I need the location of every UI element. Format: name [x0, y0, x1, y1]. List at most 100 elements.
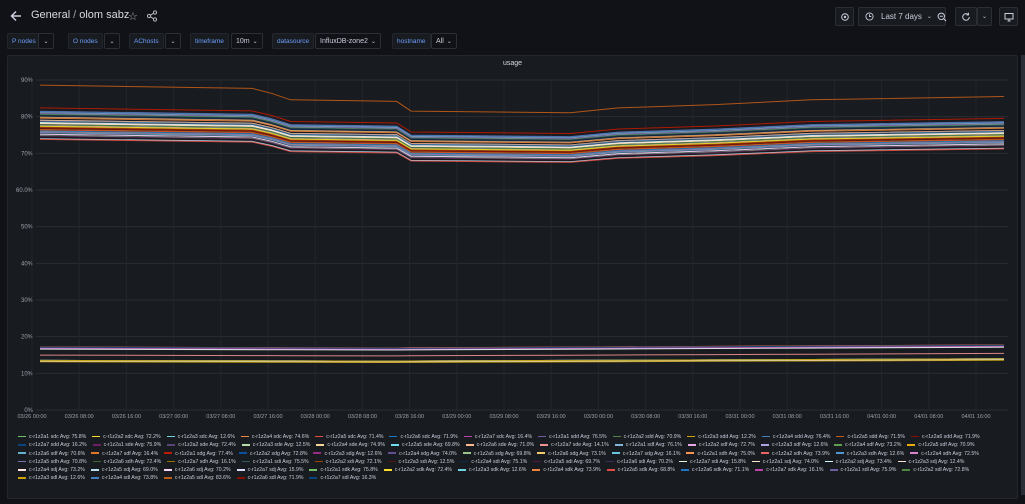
- legend-item[interactable]: c-r1z2a4 sdd Avg: 76.4%: [761, 433, 830, 441]
- legend-item[interactable]: c-r1z2a6 sdg Avg: 73.1%: [537, 450, 606, 458]
- legend-item[interactable]: c-r1z2a1 sde Avg: 75.9%: [92, 441, 161, 449]
- refresh-button[interactable]: [955, 7, 977, 26]
- page-scrollbar[interactable]: [1021, 55, 1025, 495]
- legend-item[interactable]: c-r1z2a5 sdj Avg: 69.0%: [90, 466, 158, 474]
- legend-item[interactable]: c-r1z2a7 sdf Avg: 16.4%: [91, 450, 158, 458]
- legend-item[interactable]: c-r1z2a5 sdd Avg: 71.5%: [836, 433, 905, 441]
- time-range-picker[interactable]: Last 7 days ⌄: [858, 7, 946, 26]
- variable-select-timeframe[interactable]: 10m ⌄: [231, 33, 263, 49]
- legend-item[interactable]: c-r1z2a4 sdh Avg: 72.5%: [910, 450, 979, 458]
- legend-item[interactable]: c-r1z2a3 sdf Avg: 12.6%: [761, 441, 828, 449]
- panel-title[interactable]: usage: [502, 60, 523, 67]
- legend-item[interactable]: c-r1z2a5 sdh Avg: 70.8%: [18, 458, 87, 466]
- legend-item[interactable]: c-r1z2a1 sdl Avg: 75.9%: [829, 466, 896, 474]
- legend-item[interactable]: c-r1z2a6 sdj Avg: 70.2%: [163, 466, 231, 474]
- legend-item[interactable]: c-r1z2a7 sdk Avg: 16.1%: [755, 466, 824, 474]
- breadcrumb-folder[interactable]: General: [31, 9, 71, 21]
- refresh-interval-dropdown[interactable]: ⌄: [977, 7, 992, 26]
- legend-item[interactable]: c-r1z2a6 sde Avg: 71.0%: [465, 441, 534, 449]
- legend-item[interactable]: c-r1z2a3 sdj Avg: 12.4%: [897, 458, 964, 466]
- legend-item[interactable]: c-r1z2a4 sdc Avg: 74.6%: [240, 433, 309, 441]
- legend-item[interactable]: c-r1z2a7 sdl Avg: 16.3%: [309, 474, 376, 482]
- legend-series-name: c-r1z2a5 sdh: [29, 458, 61, 465]
- legend-item[interactable]: c-r1z2a1 sdh Avg: 75.0%: [686, 450, 755, 458]
- legend-item[interactable]: c-r1z2a1 sdc Avg: 75.8%: [18, 433, 86, 441]
- legend-item[interactable]: c-r1z2a7 sdg Avg: 16.1%: [611, 450, 680, 458]
- legend-item[interactable]: c-r1z2a4 sdj Avg: 73.2%: [18, 466, 85, 474]
- legend-item[interactable]: c-r1z2a2 sde Avg: 72.4%: [167, 441, 236, 449]
- legend-item[interactable]: c-r1z2a4 sdi Avg: 75.1%: [460, 458, 527, 466]
- variable-select-p-nodes[interactable]: ⌄: [38, 33, 54, 49]
- chevron-down-icon: ⌄: [370, 38, 376, 45]
- zoom-out-button[interactable]: [933, 7, 950, 26]
- legend-item[interactable]: c-r1z2a5 sde Avg: 69.8%: [390, 441, 460, 449]
- legend-item[interactable]: c-r1z2a3 sdd Avg: 12.2%: [687, 433, 756, 441]
- legend-swatch: [606, 469, 615, 471]
- legend-item[interactable]: c-r1z2a1 sdg Avg: 77.4%: [164, 450, 233, 458]
- legend-item[interactable]: c-r1z2a1 sdi Avg: 75.5%: [241, 458, 309, 466]
- legend-series-avg: Avg: 73.4%: [865, 458, 892, 465]
- legend-item[interactable]: c-r1z2a6 sdf Avg: 70.6%: [18, 450, 85, 458]
- legend-item[interactable]: c-r1z2a6 sdi Avg: 70.2%: [606, 458, 673, 466]
- legend-item[interactable]: c-r1z2a3 sdl Avg: 12.6%: [18, 474, 85, 482]
- legend-item[interactable]: c-r1z2a5 sdg Avg: 69.8%: [462, 450, 531, 458]
- variable-select-datasource[interactable]: InfluxDB-zone2 ⌄: [315, 33, 381, 49]
- arrow-left-icon[interactable]: [9, 9, 23, 23]
- legend-item[interactable]: c-r1z2a1 sdd Avg: 76.5%: [538, 433, 607, 441]
- dashboard-title[interactable]: olom sabz: [79, 9, 130, 21]
- variable-select-o-nodes[interactable]: ⌄: [104, 33, 120, 49]
- legend-item[interactable]: c-r1z2a6 sdd Avg: 71.9%: [911, 433, 980, 441]
- legend-item[interactable]: c-r1z2a2 sdl Avg: 72.8%: [902, 466, 969, 474]
- variable-select-hostname[interactable]: All ⌄: [431, 33, 457, 49]
- legend-swatch: [836, 435, 845, 438]
- settings-button[interactable]: [835, 7, 854, 26]
- legend-item[interactable]: c-r1z2a2 sdd Avg: 70.9%: [612, 433, 681, 441]
- legend-item[interactable]: c-r1z2a7 sdi Avg: 15.8%: [678, 458, 746, 466]
- star-icon[interactable]: ☆: [128, 11, 138, 23]
- legend-item[interactable]: c-r1z2a5 sdi Avg: 69.7%: [533, 458, 600, 466]
- legend-item[interactable]: c-r1z2a7 sdh Avg: 16.1%: [167, 458, 236, 466]
- legend-item[interactable]: c-r1z2a5 sdk Avg: 68.8%: [606, 466, 675, 474]
- legend-item[interactable]: c-r1z2a4 sdk Avg: 73.9%: [532, 466, 601, 474]
- legend-swatch: [761, 435, 770, 438]
- legend-item[interactable]: c-r1z2a1 sdk Avg: 75.8%: [309, 466, 378, 474]
- legend-item[interactable]: c-r1z2a3 sdi Avg: 12.5%: [387, 458, 454, 466]
- legend-item[interactable]: c-r1z2a7 sdd Avg: 16.2%: [18, 441, 87, 449]
- legend-item[interactable]: c-r1z2a3 sdc Avg: 12.6%: [166, 433, 235, 441]
- variable-select-achosts[interactable]: ⌄: [165, 33, 181, 49]
- legend-item[interactable]: c-r1z2a2 sdc Avg: 72.2%: [92, 433, 161, 441]
- legend-item[interactable]: c-r1z2a3 sdk Avg: 12.6%: [458, 466, 526, 474]
- legend-item[interactable]: c-r1z2a2 sdk Avg: 72.4%: [383, 466, 452, 474]
- legend-item[interactable]: c-r1z2a6 sdl Avg: 71.9%: [236, 474, 303, 482]
- legend-item[interactable]: c-r1z2a4 sdl Avg: 73.8%: [90, 474, 158, 482]
- legend-series-avg: Avg: 12.6%: [355, 450, 383, 457]
- legend-item[interactable]: c-r1z2a3 sde Avg: 12.5%: [241, 441, 310, 449]
- legend-item[interactable]: c-r1z2a3 sdg Avg: 12.6%: [313, 450, 382, 458]
- legend-item[interactable]: c-r1z2a4 sde Avg: 74.9%: [316, 441, 385, 449]
- legend-item[interactable]: c-r1z2a3 sdh Avg: 12.6%: [835, 450, 904, 458]
- share-icon[interactable]: [146, 10, 158, 22]
- legend-item[interactable]: c-r1z2a4 sdf Avg: 73.2%: [834, 441, 901, 449]
- legend-series-name: c-r1z2a5 sdj: [101, 467, 132, 474]
- legend-item[interactable]: c-r1z2a5 sdl Avg: 83.6%: [163, 474, 231, 482]
- legend-item[interactable]: c-r1z2a5 sdc Avg: 71.4%: [315, 433, 383, 441]
- legend-item[interactable]: c-r1z2a1 sdf Avg: 76.1%: [614, 441, 682, 449]
- legend-item[interactable]: c-r1z2a1 sdj Avg: 74.0%: [751, 458, 819, 466]
- legend-item[interactable]: c-r1z2a6 sdk Avg: 71.1%: [680, 466, 749, 474]
- legend-item[interactable]: c-r1z2a7 sdj Avg: 15.9%: [236, 466, 303, 474]
- usage-chart[interactable]: 90% 80% 70% 60.0% 50% 40% 30% 20% 10% 0%03/26 00:…: [8, 56, 1017, 426]
- legend-item[interactable]: c-r1z2a2 sdg Avg: 72.8%: [238, 450, 307, 458]
- legend-item[interactable]: c-r1z2a7 sde Avg: 14.1%: [540, 441, 609, 449]
- legend-item[interactable]: c-r1z2a2 sdf Avg: 72.7%: [687, 441, 755, 449]
- legend-item[interactable]: c-r1z2a6 sdh Avg: 72.4%: [92, 458, 161, 466]
- tv-mode-button[interactable]: [999, 7, 1018, 26]
- legend-item[interactable]: c-r1z2a6 sdc Avg: 71.9%: [389, 433, 458, 441]
- legend-item[interactable]: c-r1z2a7 sdc Avg: 16.4%: [463, 433, 532, 441]
- zoom-out-icon: [937, 12, 946, 21]
- legend-item[interactable]: c-r1z2a4 sdg Avg: 74.0%: [388, 450, 457, 458]
- variable-label-o-nodes: O nodes: [68, 33, 103, 49]
- legend-item[interactable]: c-r1z2a5 sdf Avg: 70.9%: [907, 441, 974, 449]
- legend-item[interactable]: c-r1z2a2 sdh Avg: 73.9%: [761, 450, 830, 458]
- legend-item[interactable]: c-r1z2a2 sdi Avg: 72.1%: [314, 458, 382, 466]
- legend-item[interactable]: c-r1z2a2 sdj Avg: 73.4%: [824, 458, 892, 466]
